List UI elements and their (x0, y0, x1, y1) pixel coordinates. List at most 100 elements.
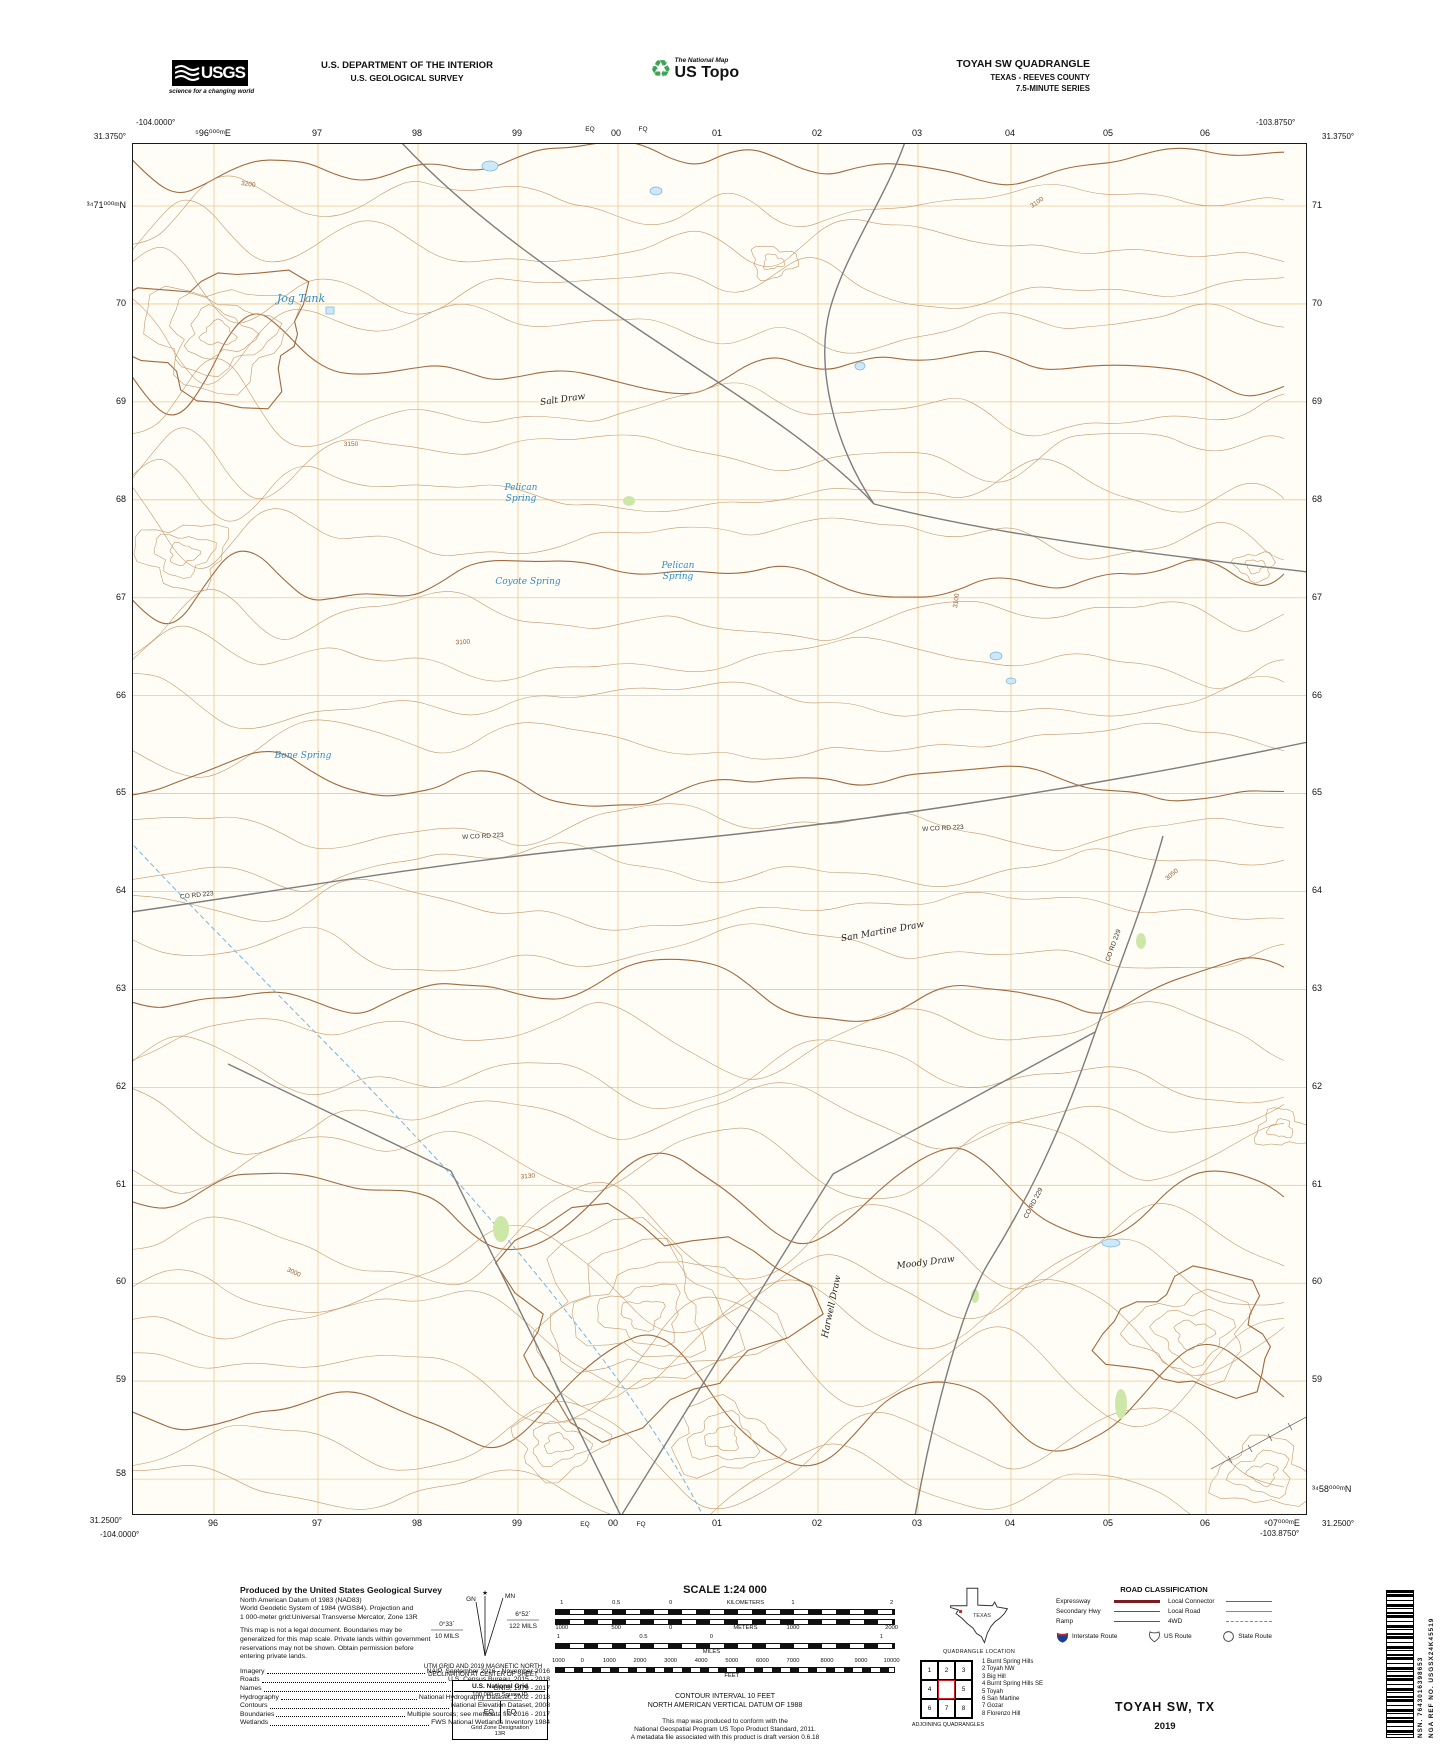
usgs-acronym: USGS (200, 63, 246, 82)
grid-label: 71 (1312, 200, 1323, 210)
usgs-logo: USGS (172, 60, 248, 86)
source-value: Multiple sources; see metadata file 2016… (407, 1710, 550, 1718)
scale-unit: MILES (702, 1649, 721, 1655)
note-line: National Geospatial Program US Topo Prod… (634, 1726, 816, 1734)
adjoining-cell: 2 (938, 1661, 955, 1680)
grid-label: 64 (1312, 885, 1323, 895)
adjoining-name: 7 Gozar (982, 1703, 1004, 1710)
label-pelican-spring-2: Pelican (661, 561, 695, 571)
legal-paragraph: This map is not a legal document. Bounda… (240, 1627, 550, 1661)
road-class-label: Secondary Hwy (1056, 1608, 1101, 1615)
barcode-stripes (1386, 1590, 1414, 1738)
usng-title: U.S. National Grid (455, 1683, 545, 1692)
source-rows: Imagery NAIP, September 2016 - November … (240, 1668, 550, 1728)
credits-line: World Geodetic System of 1984 (WGS84). P… (240, 1605, 414, 1613)
source-value: NAIP, September 2016 - November 2016 (426, 1667, 550, 1675)
scale-tick: 3000 (664, 1658, 678, 1664)
grid-label: EQ (585, 126, 595, 133)
road-class-line-sample (1114, 1600, 1160, 1603)
grid-label: 59 (1312, 1374, 1323, 1384)
quad-location-marker (959, 1609, 963, 1613)
ft-scale-labels: 1000 0 1000 2000 3000 4000 5000 6000 7000 8000 900… (552, 1658, 900, 1667)
road-class-row: Local Connector (1168, 1598, 1272, 1605)
source-label: Boundaries (240, 1710, 275, 1718)
national-map-label: The National Map (674, 57, 729, 64)
texas-label: TEXAS (973, 1613, 991, 1619)
usng-grid-zone: 13R (494, 1731, 506, 1737)
production-credits: Produced by the United States Geological… (240, 1586, 550, 1728)
sheet-year: 2019 (1154, 1721, 1176, 1732)
contour-interval-note: CONTOUR INTERVAL 10 FEET NORTH AMERICAN V… (555, 1692, 895, 1710)
scale-tick: 2000 (633, 1658, 647, 1664)
department-heading: U.S. DEPARTMENT OF THE INTERIOR U.S. GEO… (262, 60, 552, 83)
ft-scale-bar (555, 1667, 895, 1673)
scale-tick: 0 (668, 1600, 673, 1606)
road-class-label: Ramp (1056, 1618, 1074, 1625)
usng-grid-zone-label: Grid Zone Designation (470, 1725, 529, 1731)
scale-tick: 2000 (885, 1625, 899, 1631)
source-label: Hydrography (240, 1693, 279, 1701)
label-bone-spring: Bone Spring (274, 751, 332, 761)
quadrangle-state-county: TEXAS - REEVES COUNTY (990, 72, 1090, 82)
source-label: Contours (240, 1702, 268, 1710)
mi-scale-bar (555, 1643, 895, 1649)
scale-tick: 7000 (786, 1658, 800, 1664)
adjoining-cell: 8 (955, 1699, 972, 1718)
grid-label: 68 (1312, 494, 1323, 504)
credits-line: entering private lands. (240, 1653, 307, 1661)
road-class-line-sample (1226, 1611, 1272, 1612)
grid-label: 68 (115, 494, 126, 504)
magnetic-north-label: MN (505, 1593, 515, 1600)
national-map-icon: ♻ (650, 55, 672, 83)
datum-paragraph: North American Datum of 1983 (NAD83) Worl… (240, 1597, 550, 1623)
grid-label: 03 (911, 128, 923, 138)
grid-label: 99 (511, 128, 523, 138)
grid-label: 67 (1312, 592, 1323, 602)
scale-unit: FEET (724, 1673, 740, 1679)
source-row: Roads U.S. Census Bureau, 2015 - 2018 (240, 1676, 550, 1685)
road-class-row: 4WD (1168, 1618, 1272, 1625)
source-label: Names (240, 1684, 262, 1692)
state-route-legend: State Route (1222, 1630, 1272, 1643)
label-jog-tank: Jog Tank (275, 292, 326, 305)
utm-grid-lines (133, 144, 1306, 1514)
adjoining-cell: 1 (921, 1661, 938, 1680)
road-class-line-sample (1226, 1601, 1272, 1602)
source-row: Imagery NAIP, September 2016 - November … (240, 1668, 550, 1677)
usng-cell-fq: FQ (506, 1708, 517, 1716)
grid-label: 99 (511, 1518, 523, 1528)
scale-tick: 1000 (786, 1625, 800, 1631)
grid-label: 04 (1004, 1518, 1016, 1528)
grid-label: 01 (711, 128, 723, 138)
corner-coord-tl-lon: -104.0000° (136, 118, 176, 127)
contour-label: 3100 (456, 639, 471, 647)
road-class-row: Ramp (1056, 1618, 1160, 1625)
mi-scale-labels: 1 0.5 0 1 (555, 1634, 895, 1643)
km-scale-labels: 1 0.5 0 KILOMETERS 1 2 (555, 1600, 895, 1609)
label-co-rd-223-left: CO RD 223 (180, 890, 215, 901)
grid-label: 00 (610, 128, 622, 138)
source-label: Roads (240, 1676, 260, 1684)
scale-tick: 0 (709, 1634, 714, 1640)
adjoining-name: 5 Toyah (982, 1688, 1003, 1695)
scale-tick: 10000 (883, 1658, 900, 1664)
adjoining-cell: 6 (921, 1699, 938, 1718)
grid-label: 03 (911, 1518, 923, 1528)
grid-label: 02 (811, 128, 823, 138)
scale-tick: 2 (889, 1600, 894, 1606)
scale-tick: 9000 (854, 1658, 868, 1664)
note-line: A metadata file associated with this pro… (630, 1734, 820, 1742)
mn-mils: 122 MILS (509, 1623, 537, 1630)
m-scale-bar (555, 1619, 895, 1625)
note-line: This map was produced to conform with th… (662, 1718, 788, 1725)
adjoining-name: 4 Burnt Spring Hills SE (982, 1681, 1044, 1688)
grid-label: 96 (207, 1518, 219, 1528)
grid-label: 05 (1102, 1518, 1114, 1528)
source-value: FWS National Wetlands Inventory 1984 (431, 1719, 550, 1727)
declination-diagram: ★ GN MN 0°33´ 10 MILS 6°52´ 122 MILS UTM… (408, 1588, 558, 1678)
grid-label: 66 (1312, 690, 1323, 700)
us-route-legend: US Route (1148, 1630, 1192, 1643)
scale-title: SCALE 1:24 000 (683, 1584, 767, 1596)
grid-label: 02 (811, 1518, 823, 1528)
department-line1: U.S. DEPARTMENT OF THE INTERIOR (321, 60, 493, 71)
